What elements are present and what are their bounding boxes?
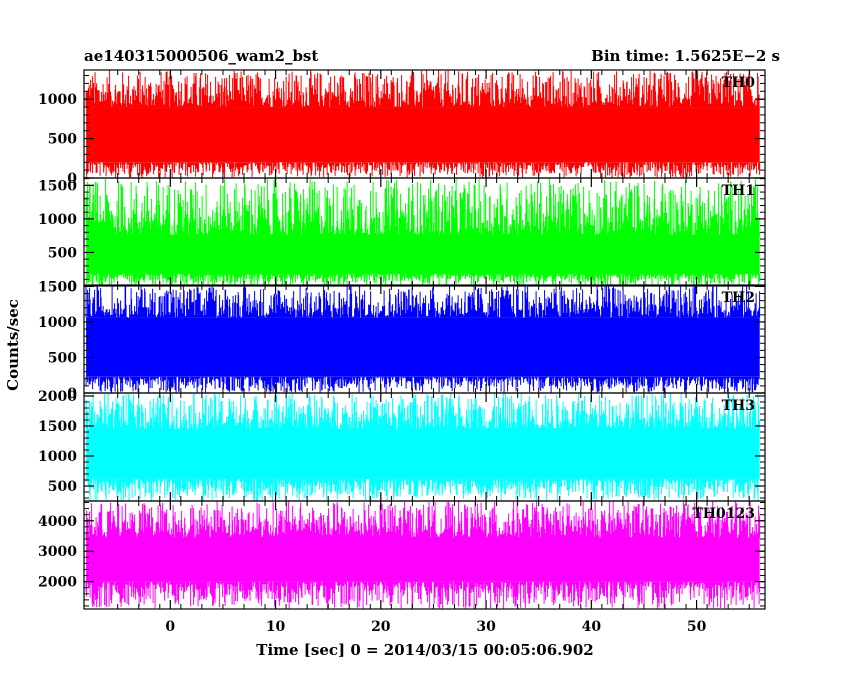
y-tick-label: 0 [67, 171, 77, 187]
y-tick-label: 500 [48, 245, 77, 261]
x-tick-label: 40 [582, 619, 602, 635]
trace-th0123 [85, 501, 761, 609]
x-tick-label: 30 [476, 619, 496, 635]
panel-th1: 0 500 1000 1500 TH1 [38, 177, 766, 295]
trace-th2 [85, 285, 761, 393]
y-tick-label: 0 [67, 279, 77, 295]
figure-title: ae140315000506_wam2_bst [84, 47, 318, 65]
y-tick-label: 500 [48, 132, 77, 148]
panel-th0123: 2000 3000 4000 TH0123 [38, 500, 766, 610]
y-tick-label: 3000 [38, 544, 77, 560]
x-axis-label: Time [sec] 0 = 2014/03/15 00:05:06.902 [256, 641, 593, 659]
trace-th1 [85, 178, 761, 286]
y-axis-label: Counts/sec [4, 299, 22, 391]
x-axis: 0 10 20 30 40 50 [165, 619, 706, 635]
y-tick-label: 0 [67, 386, 77, 402]
panel-frame [83, 500, 766, 610]
x-tick-label: 0 [165, 619, 175, 635]
y-tick-label: 1500 [38, 279, 77, 295]
y-tick-label: 500 [48, 479, 77, 495]
series-label-th2: TH2 [722, 290, 755, 306]
panel-th2: 0 500 1000 1500 TH2 [38, 279, 766, 402]
y-tick-label: 1000 [38, 212, 77, 228]
panel-th3: 500 1000 1500 2000 TH3 [38, 389, 766, 502]
y-tick-label: 1500 [38, 178, 77, 194]
series-label-th0123: TH0123 [692, 506, 755, 522]
y-tick-label: 2000 [38, 575, 77, 591]
trace-core-th0123 [86, 537, 760, 582]
x-tick-label: 50 [687, 619, 707, 635]
x-tick-label: 20 [371, 619, 391, 635]
series-label-th1: TH1 [722, 183, 755, 199]
series-label-th0: TH0 [722, 75, 756, 91]
y-tick-label: 1000 [38, 92, 77, 108]
y-tick-label: 1500 [38, 419, 77, 435]
panels-group: 0 500 1000 TH0 0 500 1000 1500 TH1 0 500 1000 1500 TH… [38, 69, 766, 610]
trace-core-th0 [86, 107, 760, 163]
trace-core-th3 [86, 429, 760, 479]
y-tick-label: 1000 [38, 315, 77, 331]
trace-core-th1 [86, 235, 760, 274]
series-label-th3: TH3 [722, 398, 755, 414]
trace-core-th2 [86, 317, 760, 377]
bin-time-label: Bin time: 1.5625E−2 s [591, 47, 780, 65]
y-tick-label: 2000 [38, 389, 77, 405]
y-tick-label: 1000 [38, 449, 77, 465]
y-tick-label: 500 [48, 350, 77, 366]
y-tick-label: 4000 [38, 514, 77, 530]
panel-th0: 0 500 1000 TH0 [38, 69, 766, 187]
x-tick-label: 10 [266, 619, 286, 635]
